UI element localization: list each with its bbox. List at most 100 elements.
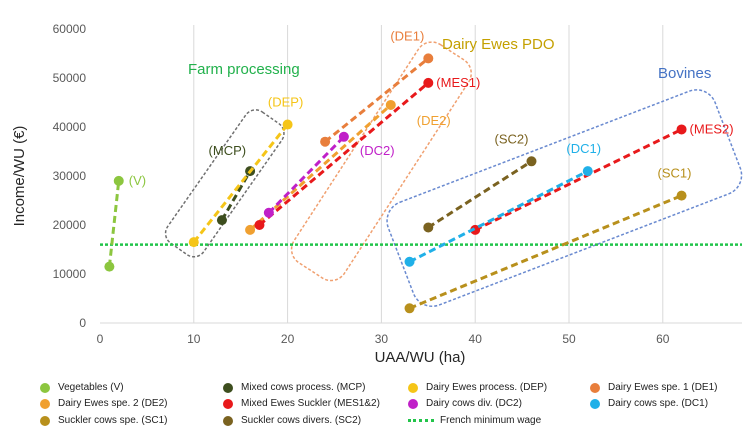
series-line-dep <box>192 123 289 244</box>
legend-dot-swatch <box>223 382 233 393</box>
data-point-dc1 <box>582 166 593 177</box>
y-tick-label: 50000 <box>53 71 87 85</box>
y-axis-title: Income/WU (€) <box>11 126 28 227</box>
data-point-dc2 <box>338 131 349 142</box>
y-tick-label: 60000 <box>53 22 87 36</box>
point-label: (MCP) <box>209 143 247 158</box>
series-line-v <box>107 180 121 267</box>
legend-dot-swatch <box>40 398 50 409</box>
data-point-mes1 <box>254 220 265 230</box>
y-tick-label: 30000 <box>53 169 87 183</box>
legend-item: French minimum wage <box>408 415 541 426</box>
income-chart: 0 10000 20000 30000 40000 50000 60000 0 10 20 30 4… <box>11 22 743 366</box>
legend-item: Dairy Ewes spe. 1 (DE1) <box>590 382 717 393</box>
legend-item: Vegetables (V) <box>40 382 124 393</box>
legend-item: Mixed Ewes Suckler (MES1&2) <box>223 398 380 409</box>
data-point-sc1 <box>676 190 687 201</box>
legend-dot-swatch <box>408 382 418 393</box>
legend-dot-swatch <box>40 382 50 393</box>
x-tick-label: 40 <box>469 332 483 346</box>
legend: Vegetables (V) Mixed cows process. (MCP) D… <box>0 378 744 430</box>
legend-dot-swatch <box>40 415 50 426</box>
grid-lines <box>100 25 742 324</box>
x-axis-title: UAA/WU (ha) <box>375 349 466 366</box>
y-axis-ticks: 0 10000 20000 30000 40000 50000 60000 <box>53 22 87 330</box>
series-line-de1 <box>324 57 430 143</box>
point-label: (MES1) <box>436 75 480 90</box>
legend-item: Dairy cows div. (DC2) <box>408 398 522 409</box>
group-label: Farm processing <box>188 61 300 78</box>
data-series <box>104 53 687 314</box>
legend-label: French minimum wage <box>440 415 542 426</box>
data-point-sc1 <box>404 303 415 314</box>
farm-processing-outline <box>164 109 285 258</box>
point-label: (SC1) <box>658 166 692 181</box>
series-line-de2 <box>249 103 392 232</box>
data-point-dc2 <box>263 207 274 218</box>
point-label: (DC2) <box>360 143 395 158</box>
legend-item: Suckler cows spe. (SC1) <box>40 415 167 426</box>
data-point-sc2 <box>423 222 434 233</box>
data-point-de1 <box>423 53 434 64</box>
legend-dot-swatch <box>223 415 233 426</box>
x-tick-label: 20 <box>281 332 295 346</box>
y-tick-label: 20000 <box>53 218 87 232</box>
point-label: (DE2) <box>417 113 451 128</box>
data-point-v <box>104 261 115 272</box>
series-line-dc2 <box>267 135 345 214</box>
group-label: Bovines <box>658 65 711 82</box>
data-point-de2 <box>385 99 396 110</box>
legend-label: Suckler cows spe. (SC1) <box>58 415 168 426</box>
data-point-de1 <box>320 136 331 147</box>
y-tick-label: 0 <box>79 316 86 330</box>
group-labels: Farm processing Dairy Ewes PDO Bovines <box>188 36 711 82</box>
legend-item: Dairy Ewes spe. 2 (DE2) <box>40 398 167 409</box>
series-line-sc2 <box>427 160 533 229</box>
y-tick-label: 40000 <box>53 120 87 134</box>
legend-line-swatch <box>408 419 434 422</box>
legend-label: Dairy cows spe. (DC1) <box>608 398 709 409</box>
point-label: (MES2) <box>690 121 734 136</box>
point-labels: (V) (MCP) (DEP) (DE1) (DE2) (MES1) (MES2) (DC2)… <box>129 28 734 188</box>
legend-label: Vegetables (V) <box>58 382 124 393</box>
x-tick-label: 50 <box>562 332 576 346</box>
x-tick-label: 10 <box>187 332 201 346</box>
legend-dot-swatch <box>223 398 233 409</box>
y-tick-label: 10000 <box>53 267 87 281</box>
series-line-dc1 <box>408 169 589 264</box>
series-line-sc1 <box>408 194 683 310</box>
series-line-mes1 <box>258 81 430 227</box>
x-tick-label: 0 <box>97 332 104 346</box>
legend-label: Suckler cows divers. (SC2) <box>241 415 362 426</box>
group-label: Dairy Ewes PDO <box>442 36 555 53</box>
legend-item: Mixed cows process. (MCP) <box>223 382 365 393</box>
legend-item: Dairy Ewes process. (DEP) <box>408 382 547 393</box>
legend-label: Dairy cows div. (DC2) <box>426 398 522 409</box>
legend-label: Mixed Ewes Suckler (MES1&2) <box>241 398 380 409</box>
point-label: (V) <box>129 173 146 188</box>
legend-item: Suckler cows divers. (SC2) <box>223 415 361 426</box>
legend-dot-swatch <box>408 398 418 409</box>
data-point-dep <box>282 119 293 130</box>
data-point-mcp <box>216 215 227 226</box>
data-point-mes2 <box>676 124 687 135</box>
legend-dot-swatch <box>590 398 600 409</box>
point-label: (DC1) <box>566 141 601 156</box>
data-point-sc2 <box>526 156 537 167</box>
legend-label: Dairy Ewes spe. 2 (DE2) <box>58 398 168 409</box>
x-tick-label: 30 <box>375 332 389 346</box>
point-label: (SC2) <box>495 131 529 146</box>
legend-label: Dairy Ewes process. (DEP) <box>426 382 548 393</box>
x-axis-ticks: 0 10 20 30 40 50 60 <box>97 332 670 346</box>
legend-dot-swatch <box>590 382 600 393</box>
legend-label: Dairy Ewes spe. 1 (DE1) <box>608 382 718 393</box>
point-label: (DE1) <box>390 28 424 43</box>
point-label: (DEP) <box>268 95 303 110</box>
series-line-mes2 <box>474 128 683 232</box>
legend-item: Dairy cows spe. (DC1) <box>590 398 708 409</box>
data-point-mes1 <box>423 77 434 88</box>
x-tick-label: 60 <box>656 332 670 346</box>
data-point-v <box>113 175 124 186</box>
data-point-dep <box>188 237 199 248</box>
data-point-de2 <box>245 224 256 235</box>
